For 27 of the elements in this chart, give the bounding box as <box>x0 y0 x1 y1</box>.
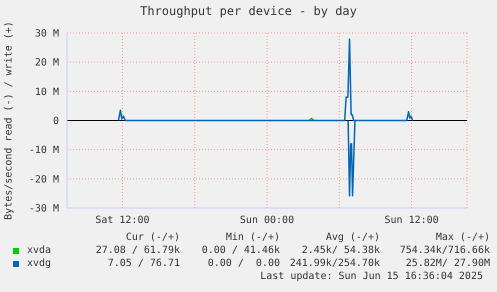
y-axis-title: Bytes/second read (-) / write (+) <box>4 21 15 220</box>
text: Min (-/+) <box>224 232 280 243</box>
text: 241.99k/254.70k <box>288 258 380 269</box>
y-tick-label: 0 <box>52 116 59 128</box>
y-tick-label: -30 M <box>28 204 59 215</box>
text: 7.05 / 76.71 <box>106 258 180 269</box>
legend-label: xvdg <box>27 258 52 269</box>
y-tick-label: 10 M <box>34 86 59 98</box>
y-tick-label: 30 M <box>34 28 59 40</box>
text: 2.45k/ 54.38k <box>300 245 380 256</box>
legend-label: xvda <box>27 245 52 256</box>
text: 0.00 / 41.46k <box>200 245 280 256</box>
chart-title: Throughput per device - by day <box>139 4 358 18</box>
text: Max (-/+) <box>434 232 490 243</box>
y-tick-label: -20 M <box>28 174 59 186</box>
text: 27.08 / 61.79k <box>94 245 180 256</box>
text: Avg (-/+) <box>324 232 380 243</box>
y-tick-label: 20 M <box>34 58 59 69</box>
y-tick-label: -10 M <box>28 145 59 156</box>
text: Cur (-/+) <box>124 232 180 243</box>
x-tick-label: Sun 00:00 <box>240 215 294 226</box>
text: 25.82M/ 27.90M <box>404 258 490 269</box>
x-tick-label: Sun 12:00 <box>384 215 439 226</box>
text: 754.34k/716.66k <box>398 245 490 256</box>
x-tick-label: Sat 12:00 <box>95 215 150 226</box>
text: Last update: Sun Jun 15 16:36:04 2025 <box>260 271 483 282</box>
text: 0.00 / 0.00 <box>206 258 280 269</box>
